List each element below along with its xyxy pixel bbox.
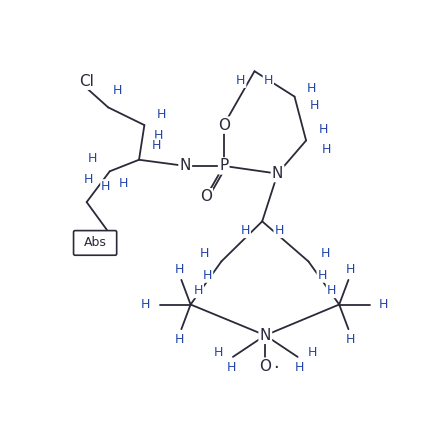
Text: H: H [294,361,304,374]
FancyBboxPatch shape [74,231,117,255]
Text: H: H [236,74,245,87]
Text: H: H [141,298,151,311]
Text: O: O [218,118,230,132]
Text: H: H [226,361,236,374]
Text: H: H [101,180,110,193]
Text: N: N [260,328,271,343]
Text: H: H [88,152,98,165]
Text: H: H [84,172,93,185]
Text: H: H [154,129,163,142]
Text: H: H [275,224,284,237]
Text: Cl: Cl [79,74,94,89]
Text: H: H [318,269,327,282]
Text: H: H [379,298,389,311]
Text: P: P [219,158,228,174]
Text: H: H [240,224,250,237]
Text: H: H [174,333,184,346]
Text: H: H [264,74,273,87]
Text: H: H [174,263,184,276]
Text: H: H [119,177,128,190]
Text: H: H [327,284,336,297]
Text: H: H [151,139,161,152]
Text: H: H [203,269,212,282]
Text: H: H [307,82,316,95]
Text: N: N [180,158,191,174]
Text: N: N [272,166,283,181]
Text: Abs: Abs [84,236,106,249]
Text: O: O [200,189,212,204]
Text: H: H [346,263,356,276]
Text: H: H [318,123,328,136]
Text: O: O [259,359,271,374]
Text: H: H [310,99,319,112]
Text: ·: · [273,359,279,377]
Text: H: H [321,143,331,156]
Text: H: H [200,247,209,260]
Text: H: H [307,346,317,359]
Text: H: H [113,84,122,97]
Text: H: H [194,284,203,297]
Text: H: H [321,247,330,260]
Text: H: H [346,333,356,346]
Text: H: H [214,346,223,359]
Text: H: H [157,108,166,121]
